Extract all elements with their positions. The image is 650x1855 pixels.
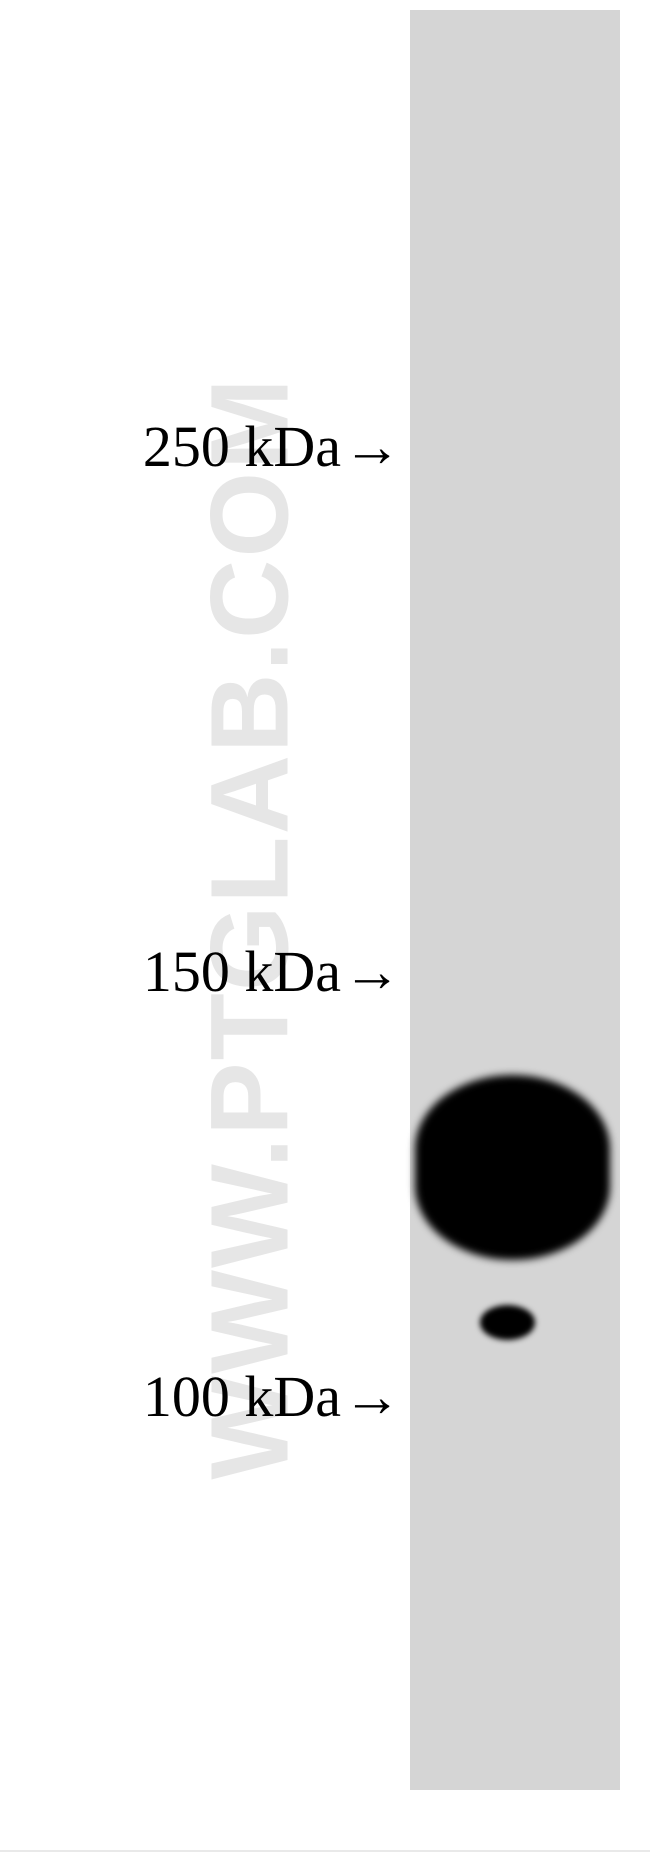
- marker-label: 100 kDa: [143, 1363, 341, 1430]
- watermark-text: WWW.PTGLAB.COM: [187, 376, 314, 1479]
- arrow-icon: →: [343, 413, 395, 480]
- arrow-icon: →: [343, 1363, 395, 1430]
- arrow-icon: →: [343, 938, 395, 1005]
- band-main: [415, 1075, 610, 1260]
- band-small: [480, 1305, 535, 1340]
- blot-lane: [410, 10, 620, 1790]
- marker-label: 150 kDa: [143, 938, 341, 1005]
- marker-100: 100 kDa →: [0, 1363, 395, 1430]
- bottom-rule: [0, 1850, 650, 1852]
- marker-250: 250 kDa →: [0, 413, 395, 480]
- marker-150: 150 kDa →: [0, 938, 395, 1005]
- figure-container: WWW.PTGLAB.COM 250 kDa → 150 kDa → 100 k…: [0, 0, 650, 1855]
- marker-label: 250 kDa: [143, 413, 341, 480]
